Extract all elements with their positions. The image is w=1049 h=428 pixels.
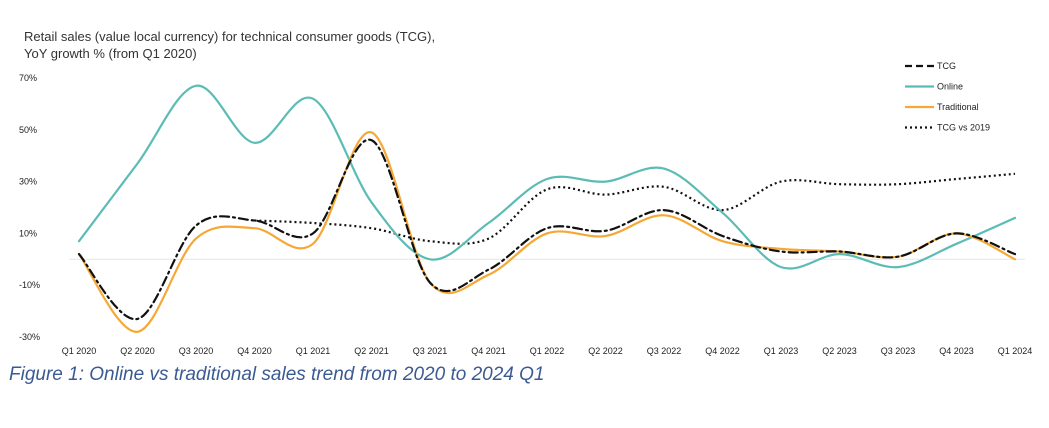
legend-label: Traditional [937,102,979,112]
y-tick-label: 10% [19,228,37,238]
series-line-tcg-vs-2019 [254,172,1016,245]
legend: TCG Online Traditional TCG vs 2019 [905,61,990,133]
x-tick-label: Q2 2023 [822,346,857,356]
y-tick-label: 70% [19,73,37,83]
x-tick-label: Q2 2020 [120,346,155,356]
chart-subtitle: YoY growth % (from Q1 2020) [24,46,197,61]
legend-label: Online [937,82,963,92]
x-tick-label: Q2 2022 [588,346,623,356]
x-tick-label: Q4 2021 [471,346,506,356]
legend-label: TCG [937,61,956,71]
x-tick-label: Q4 2020 [237,346,272,356]
x-tick-label: Q3 2023 [881,346,916,356]
x-tick-label: Q3 2022 [647,346,682,356]
y-tick-label: -30% [19,332,40,342]
figure-caption: Figure 1: Online vs traditional sales tr… [9,364,545,385]
chart-title: Retail sales (value local currency) for … [24,29,435,44]
x-tick-label: Q4 2022 [705,346,740,356]
series-line-online [77,84,1017,270]
x-tick-label: Q3 2020 [179,346,214,356]
x-tick-label: Q3 2021 [413,346,448,356]
x-tick-label: Q1 2022 [530,346,565,356]
series-line-tcg [77,138,1017,321]
y-tick-label: -10% [19,280,40,290]
x-tick-label: Q1 2024 [998,346,1033,356]
y-axis-ticks: 70% 50% 30% 10% -10% -30% [19,73,40,342]
series-line-traditional [77,131,1017,333]
series-lines [77,84,1017,333]
y-tick-label: 50% [19,125,37,135]
x-tick-label: Q2 2021 [354,346,389,356]
x-tick-label: Q1 2020 [62,346,97,356]
y-tick-label: 30% [19,177,37,187]
x-tick-label: Q1 2021 [296,346,331,356]
x-tick-label: Q4 2023 [939,346,974,356]
legend-label: TCG vs 2019 [937,123,990,133]
x-axis-ticks: Q1 2020 Q2 2020 Q3 2020 Q4 2020 Q1 2021 Q2 20… [62,346,1033,356]
x-tick-label: Q1 2023 [764,346,799,356]
